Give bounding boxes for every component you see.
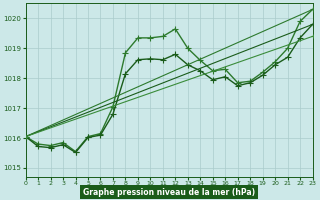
X-axis label: Graphe pression niveau de la mer (hPa): Graphe pression niveau de la mer (hPa) bbox=[83, 188, 255, 197]
